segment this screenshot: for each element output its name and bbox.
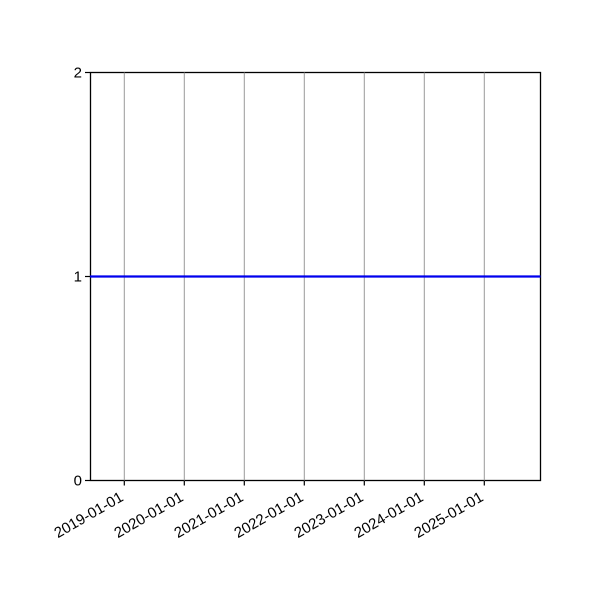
svg-text:2: 2 <box>74 65 82 82</box>
svg-text:1: 1 <box>74 269 82 286</box>
svg-text:0: 0 <box>74 473 82 490</box>
svg-text:2025-01-01: 2025-01-01 <box>411 489 486 542</box>
